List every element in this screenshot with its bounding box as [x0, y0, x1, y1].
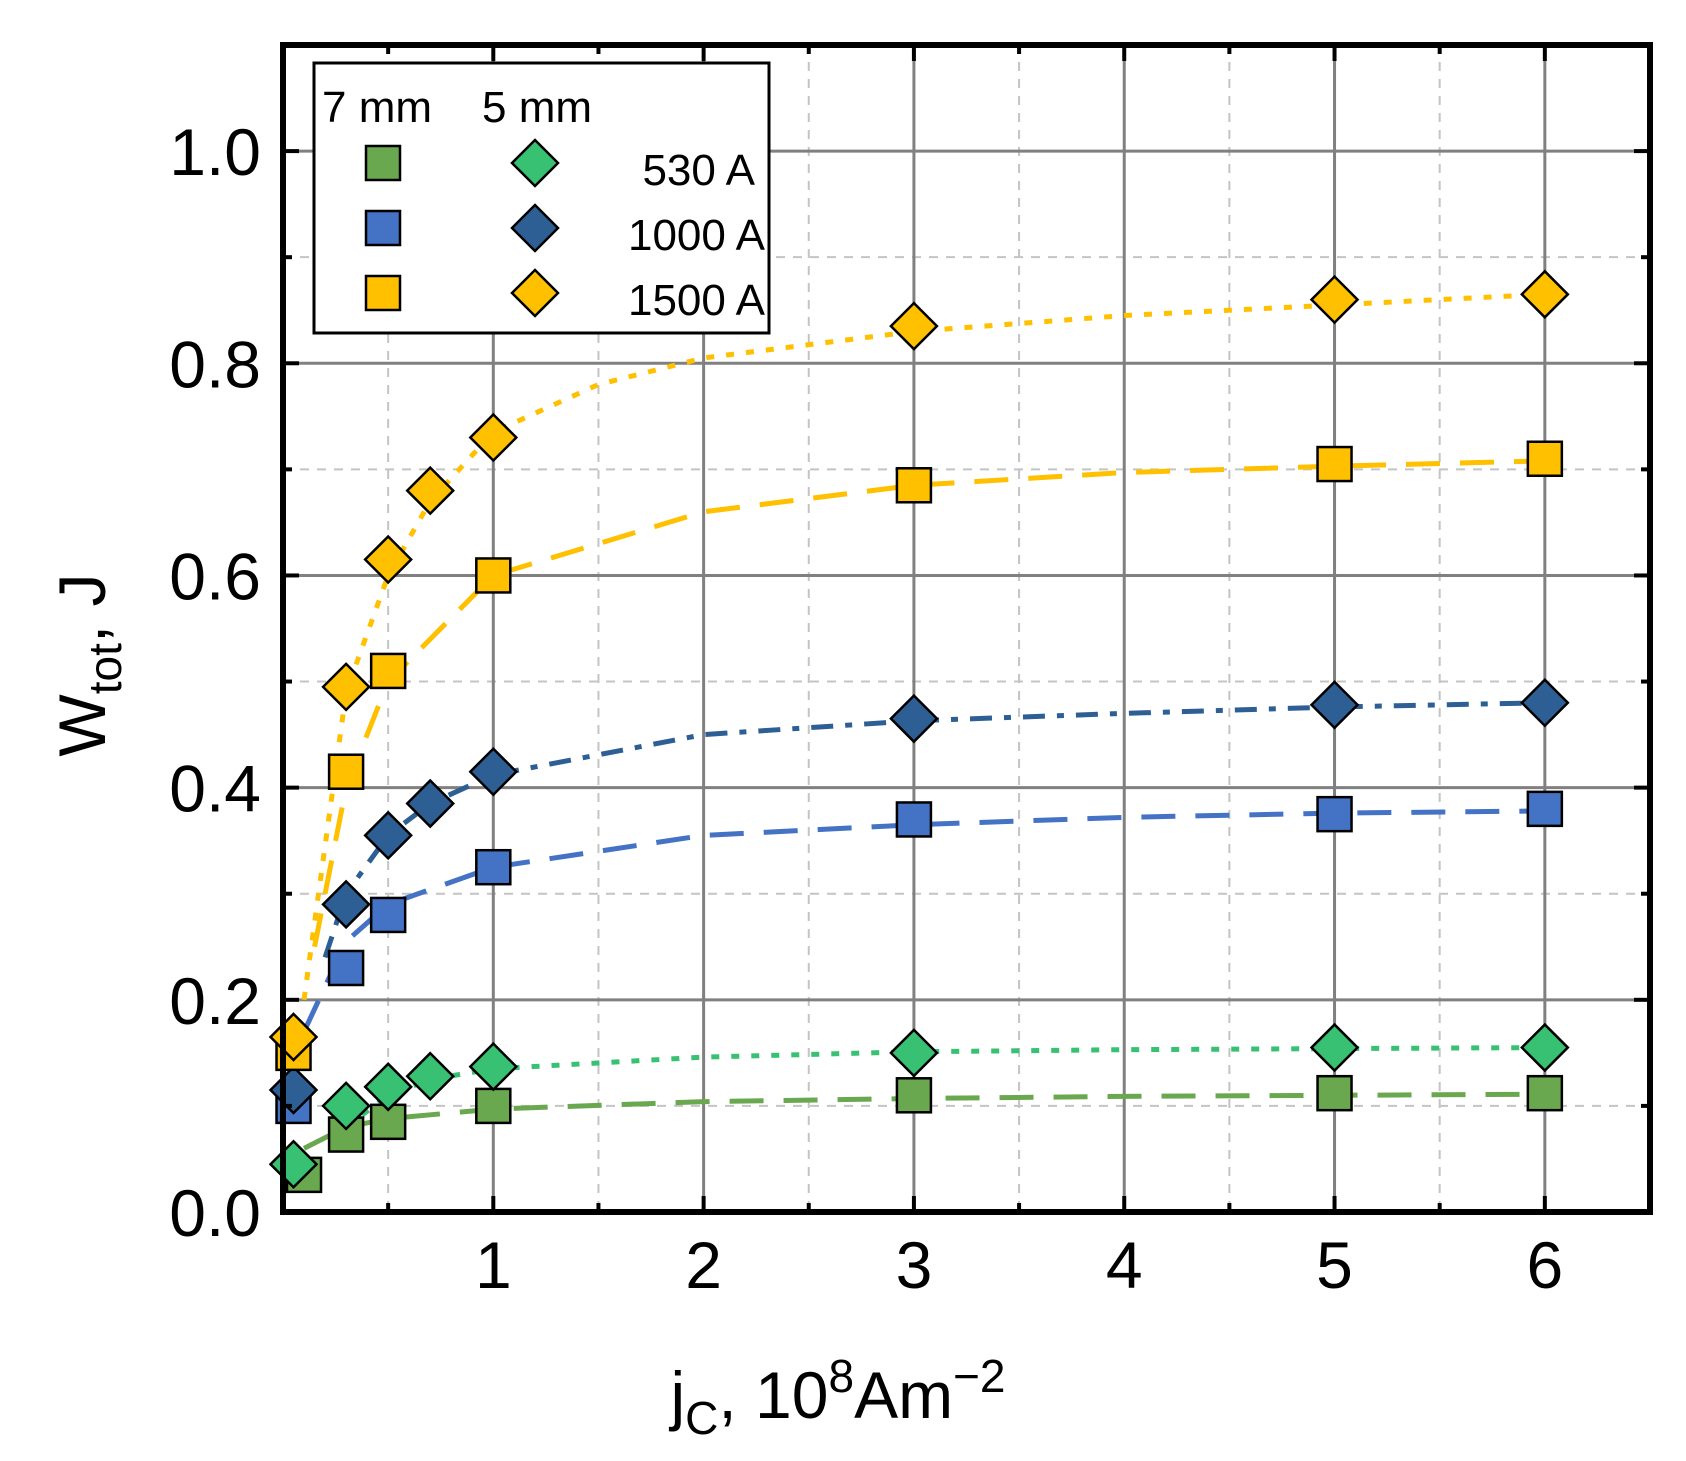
data-point-diamond — [1520, 269, 1570, 320]
plot-frame — [280, 42, 1653, 1215]
x-tick-label: 2 — [685, 1228, 722, 1302]
data-point-diamond — [889, 1028, 939, 1078]
legend-markers — [364, 138, 560, 318]
y-axis-title-rest: , J — [45, 573, 119, 643]
legend-marker-diamond — [510, 138, 560, 188]
data-point-diamond — [363, 1062, 413, 1112]
data-point-diamond — [1309, 680, 1360, 730]
data-point-square — [1316, 445, 1353, 483]
x-axis-title-sub: C — [685, 1392, 718, 1444]
data-point-square — [895, 801, 933, 838]
data-point-square — [895, 467, 933, 504]
legend-header-5mm: 5 mm — [482, 83, 592, 132]
data-point-diamond — [889, 301, 939, 351]
data-point-square — [475, 557, 512, 594]
legend-label-1000a: 1000 A — [628, 211, 766, 260]
data-point-square — [475, 1087, 512, 1125]
y-tick-labels: 0.0 0.2 0.4 0.6 0.8 1.0 — [169, 115, 261, 1250]
data-point-square — [1316, 1074, 1353, 1112]
data-point-square — [895, 1077, 933, 1114]
x-tick-label: 1 — [475, 1228, 512, 1302]
x-axis-title-sup1: 8 — [828, 1350, 854, 1402]
data-point-square — [1526, 440, 1564, 478]
y-tick-label: 0.6 — [169, 539, 261, 613]
x-tick-label: 6 — [1526, 1228, 1563, 1302]
y-axis-title: Wtot, J — [45, 573, 131, 756]
legend-label-530a: 530 A — [642, 146, 755, 195]
data-point-diamond — [321, 879, 371, 930]
fit-line — [301, 808, 1545, 1033]
y-tick-label: 1.0 — [169, 115, 261, 189]
data-point-diamond — [321, 662, 371, 712]
data-point-square — [475, 848, 512, 886]
x-axis-title: jC, 108Am−2 — [668, 1350, 1005, 1444]
y-tick-label: 0.0 — [169, 1176, 261, 1250]
legend-marker-square — [364, 209, 402, 247]
data-point-diamond — [468, 746, 519, 797]
legend-label-1500a: 1500 A — [628, 276, 766, 325]
y-tick-label: 0.2 — [169, 964, 261, 1038]
y-tick-label: 0.4 — [169, 752, 261, 826]
data-point-diamond — [1520, 677, 1570, 728]
x-axis-title-unit: Am — [854, 1358, 953, 1432]
data-point-diamond — [468, 412, 519, 463]
data-point-diamond — [1309, 1022, 1360, 1073]
data-point-diamond — [468, 1041, 519, 1092]
data-point-square — [1526, 1074, 1564, 1112]
y-tick-label: 0.8 — [169, 327, 261, 401]
legend: 7 mm 5 mm 530 A 1000 A 1500 A — [312, 61, 771, 335]
data-point-diamond — [405, 465, 455, 516]
fit-line — [312, 458, 1545, 948]
legend-marker-diamond — [510, 268, 560, 318]
data-point-diamond — [1520, 1022, 1570, 1073]
data-point-diamond — [889, 693, 939, 744]
data-point-diamond — [405, 1051, 455, 1101]
data-point-square — [369, 896, 407, 934]
grid-major — [283, 45, 1650, 1212]
fit-line — [344, 1045, 1545, 1130]
data-point-diamond — [363, 810, 413, 861]
data-point-diamond — [1309, 274, 1360, 325]
x-tick-label: 3 — [896, 1228, 933, 1302]
fit-line — [322, 700, 1545, 959]
y-axis-title-sub: tot — [79, 643, 131, 694]
data-point-diamond — [405, 778, 455, 829]
x-tick-labels: 1 2 3 4 5 6 — [475, 1228, 1563, 1302]
x-tick-label: 4 — [1106, 1228, 1143, 1302]
legend-marker-square — [364, 144, 402, 182]
legend-header-7mm: 7 mm — [322, 83, 432, 132]
axis-ticks — [283, 43, 1650, 1214]
data-point-diamond — [363, 534, 413, 585]
data-point-square — [1316, 795, 1353, 833]
x-axis-title-base: j — [668, 1358, 685, 1432]
data-point-square — [369, 652, 407, 690]
data-point-square — [327, 753, 365, 790]
data-point-diamond — [321, 1081, 371, 1131]
legend-marker-diamond — [510, 203, 560, 253]
y-axis-title-base: W — [45, 694, 119, 757]
data-point-square — [1526, 790, 1564, 828]
x-axis-title-sup2: −2 — [953, 1350, 1005, 1402]
x-tick-label: 5 — [1316, 1228, 1353, 1302]
data-point-square — [327, 949, 365, 987]
legend-marker-square — [364, 274, 402, 312]
markers — [268, 269, 1570, 1194]
x-axis-title-rest: , 10 — [718, 1358, 828, 1432]
